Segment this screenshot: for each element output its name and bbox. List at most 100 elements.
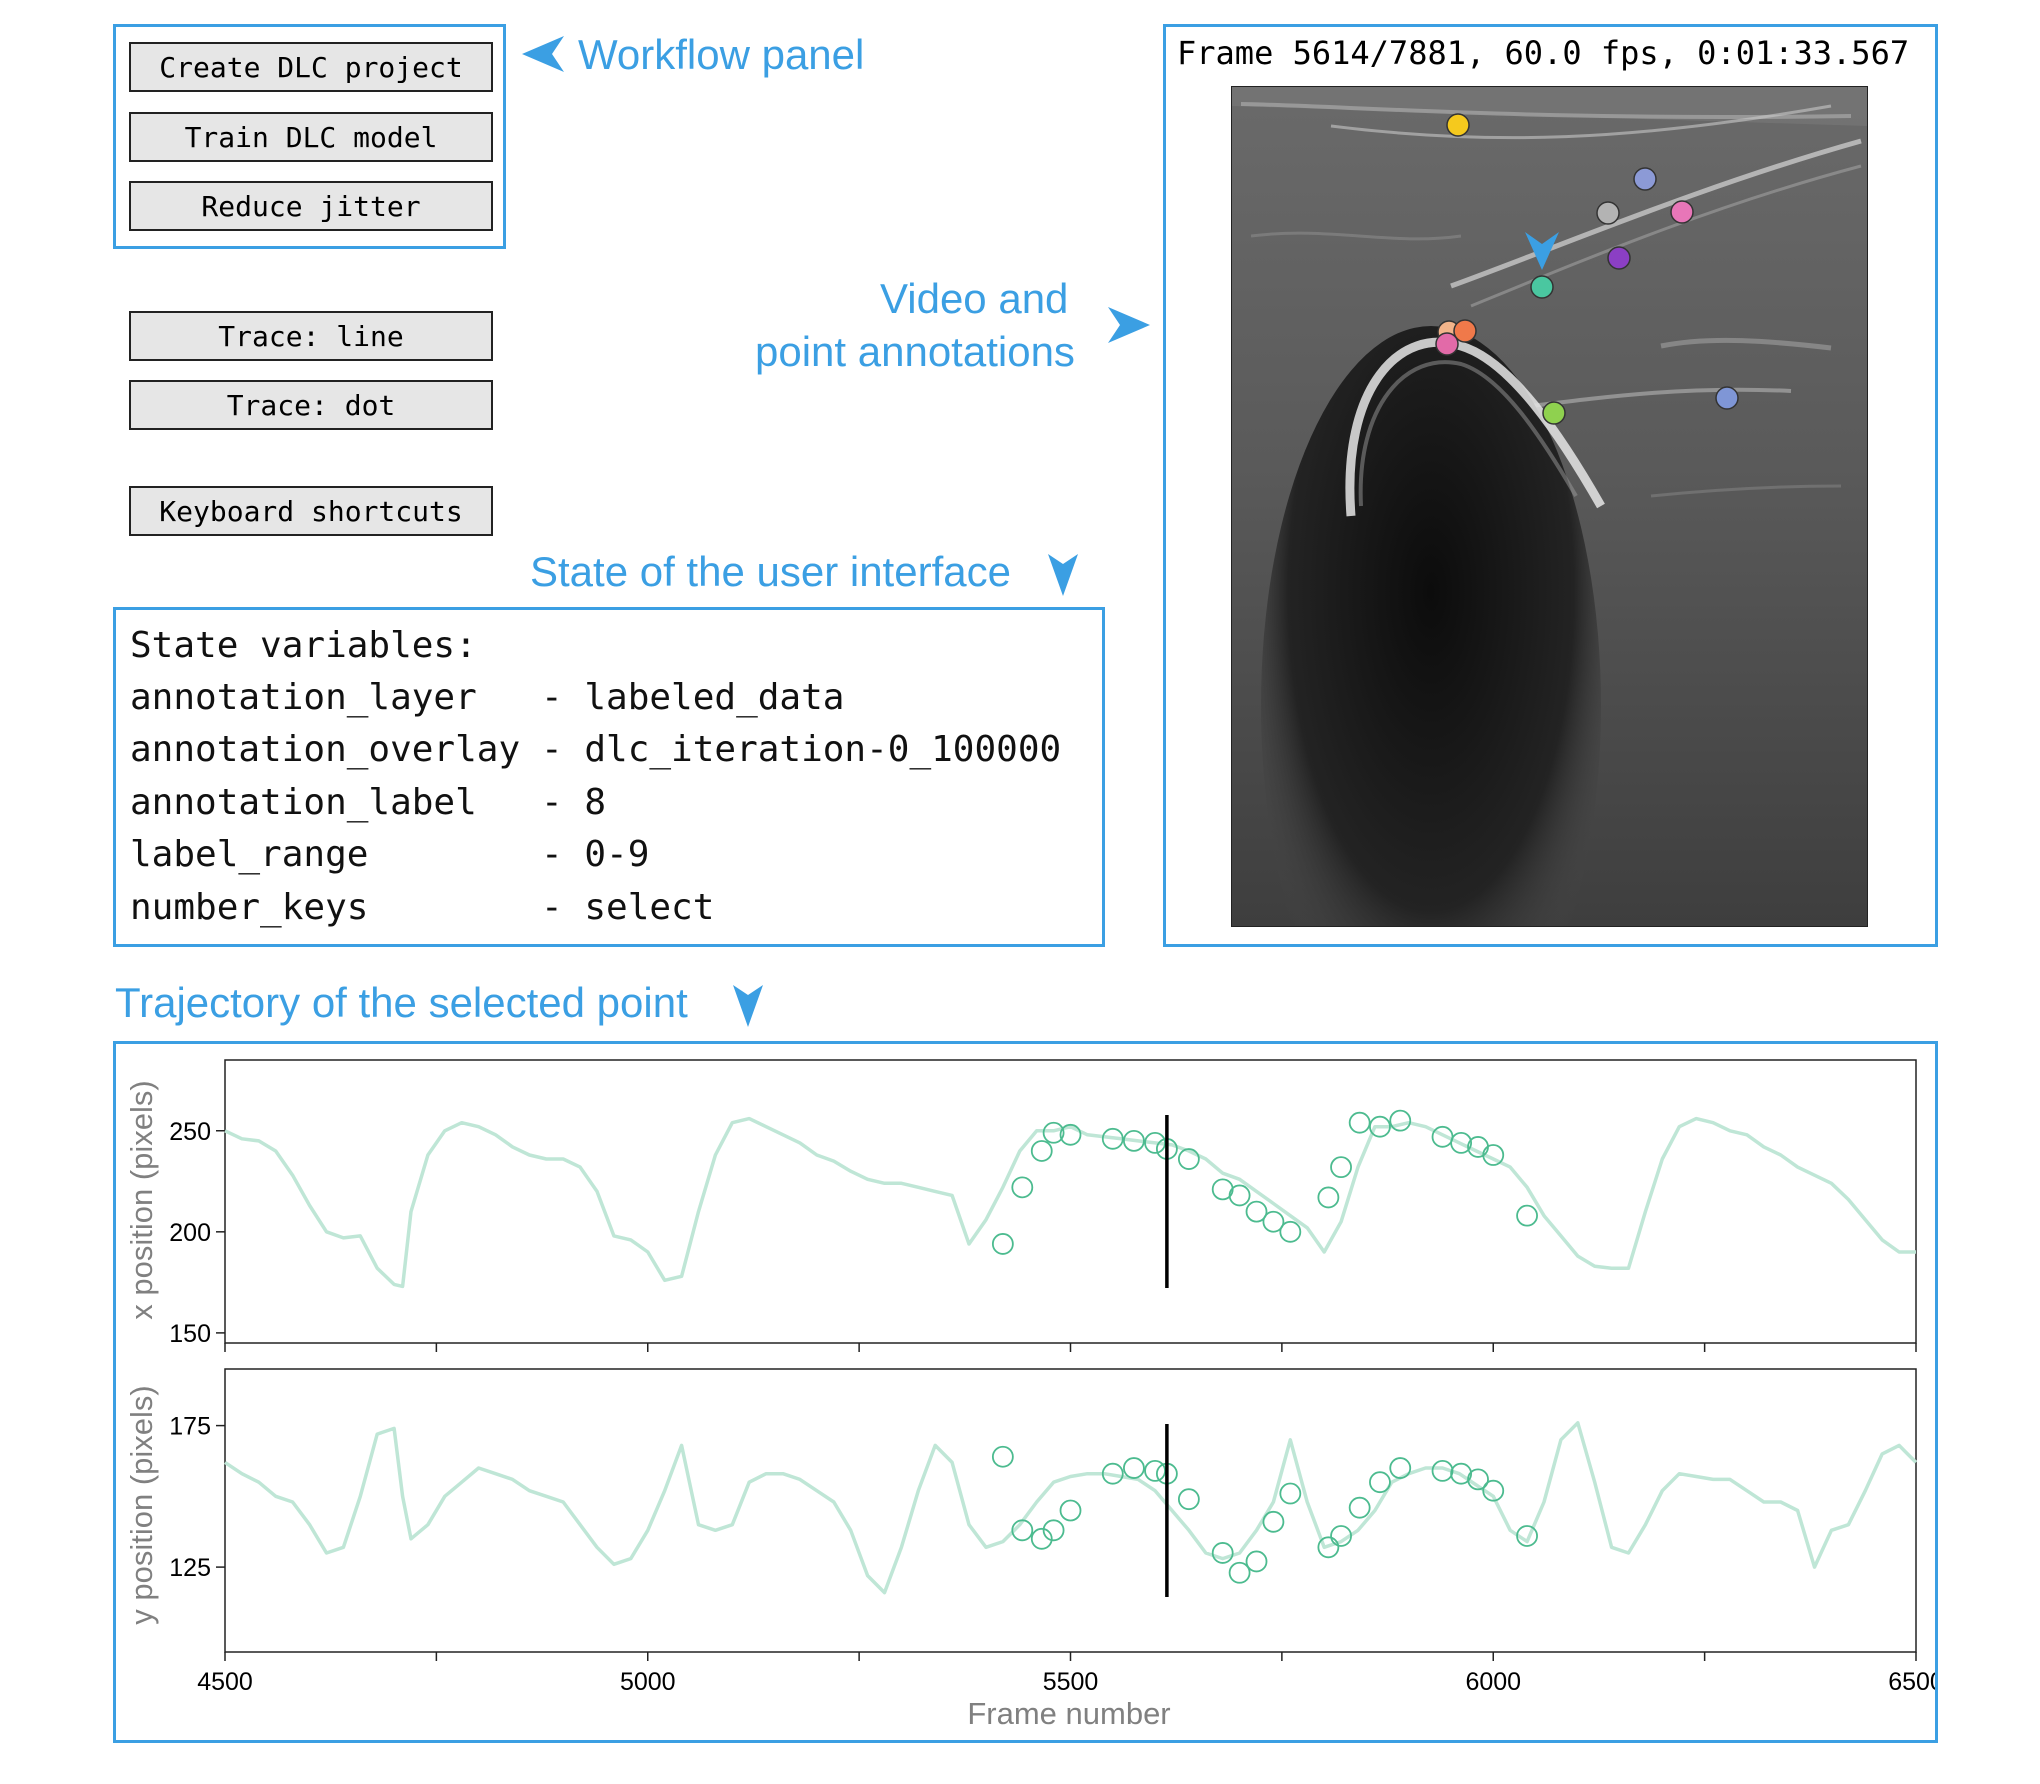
arrow-left-icon bbox=[522, 36, 564, 72]
x-tick-label: 4500 bbox=[197, 1668, 253, 1696]
video-panel-callout-line2: point annotations bbox=[755, 328, 1075, 375]
labeled-point-marker bbox=[1330, 1156, 1352, 1179]
video-frame[interactable] bbox=[1231, 86, 1868, 927]
x-tick-label: 6500 bbox=[1888, 1668, 1935, 1696]
labeled-point-marker bbox=[1030, 1527, 1053, 1550]
labeled-point-marker bbox=[1516, 1525, 1538, 1547]
y-axis-label-top: x position (pixels) bbox=[124, 1080, 159, 1319]
x-axis-label: Frame number bbox=[967, 1696, 1170, 1731]
labeled-point-marker bbox=[1389, 1109, 1412, 1132]
video-panel bbox=[1163, 24, 1938, 947]
state-row-value: - 8 bbox=[541, 782, 607, 823]
trajectory-panel bbox=[113, 1041, 1938, 1743]
labeled-point-marker bbox=[1369, 1471, 1391, 1494]
y-tick-label: 200 bbox=[169, 1219, 211, 1247]
labeled-point-marker bbox=[1011, 1176, 1034, 1199]
labeled-point-marker bbox=[1144, 1459, 1166, 1482]
labeled-point-marker bbox=[1011, 1519, 1034, 1542]
state-row-name: annotation_layer bbox=[130, 677, 521, 718]
create-dlc-project-button[interactable]: Create DLC project bbox=[129, 42, 493, 92]
labeled-point-marker bbox=[1228, 1184, 1251, 1207]
state-row-value: - 0-9 bbox=[541, 834, 650, 875]
trajectory-panel-callout: Trajectory of the selected point bbox=[115, 979, 688, 1026]
labeled-point-marker bbox=[1482, 1144, 1505, 1166]
keypoint-marker[interactable] bbox=[1542, 401, 1566, 425]
y-tick-label: 250 bbox=[169, 1118, 211, 1146]
train-dlc-model-button[interactable]: Train DLC model bbox=[129, 112, 493, 162]
keyboard-shortcuts-button[interactable]: Keyboard shortcuts bbox=[129, 486, 493, 536]
keypoint-marker[interactable] bbox=[1670, 200, 1694, 224]
labeled-point-marker bbox=[1348, 1496, 1371, 1519]
labeled-point-marker bbox=[1101, 1462, 1124, 1485]
labeled-point-marker bbox=[1042, 1519, 1065, 1542]
labeled-point-marker bbox=[1262, 1210, 1285, 1233]
keypoint-marker[interactable] bbox=[1596, 201, 1620, 225]
labeled-point-marker bbox=[1228, 1561, 1251, 1584]
state-row-name: label_range bbox=[130, 834, 521, 875]
arrow-right-icon bbox=[1108, 307, 1150, 343]
keypoint-marker[interactable] bbox=[1453, 319, 1477, 343]
keypoint-marker[interactable] bbox=[1633, 167, 1657, 191]
x-tick-label: 6000 bbox=[1465, 1668, 1521, 1696]
labeled-point-marker bbox=[1330, 1525, 1352, 1547]
labeled-point-marker bbox=[1144, 1131, 1166, 1154]
keypoint-marker[interactable] bbox=[1715, 386, 1739, 410]
labeled-point-marker bbox=[1467, 1468, 1489, 1491]
trace-line-button[interactable]: Trace: line bbox=[129, 311, 493, 361]
labeled-point-marker bbox=[1211, 1542, 1234, 1564]
labeled-point-marker bbox=[1516, 1204, 1538, 1227]
arrow-down-icon bbox=[1048, 554, 1078, 596]
state-row-name: annotation_label bbox=[130, 782, 521, 823]
labeled-point-marker bbox=[1431, 1459, 1454, 1482]
video-panel-callout-line1: Video and bbox=[880, 275, 1069, 322]
x-tick-label: 5500 bbox=[1043, 1668, 1099, 1696]
labeled-point-marker bbox=[1348, 1111, 1371, 1134]
labeled-point-marker bbox=[1059, 1499, 1082, 1522]
trajectory-line bbox=[224, 1421, 1918, 1595]
state-variables-title: State variables: bbox=[130, 625, 477, 666]
keypoint-marker[interactable] bbox=[1607, 246, 1631, 270]
state-row-name: annotation_overlay bbox=[130, 729, 521, 770]
labeled-point-marker bbox=[1245, 1200, 1268, 1223]
labeled-point-marker bbox=[1042, 1121, 1065, 1144]
state-row-value: - labeled_data bbox=[541, 677, 845, 718]
state-panel-callout: State of the user interface bbox=[530, 548, 1011, 595]
labeled-point-marker bbox=[1123, 1457, 1145, 1479]
reduce-jitter-button[interactable]: Reduce jitter bbox=[129, 181, 493, 231]
trace-dot-button[interactable]: Trace: dot bbox=[129, 380, 493, 430]
labeled-point-marker bbox=[1030, 1140, 1053, 1162]
labeled-point-marker bbox=[1369, 1115, 1391, 1138]
labeled-point-marker bbox=[1389, 1457, 1412, 1479]
y-tick-label: 175 bbox=[169, 1413, 211, 1441]
labeled-point-marker bbox=[991, 1233, 1014, 1255]
y-axis-label-bottom: y position (pixels) bbox=[124, 1385, 159, 1624]
labeled-point-marker bbox=[1101, 1127, 1124, 1150]
x-tick-label: 5000 bbox=[620, 1668, 676, 1696]
labeled-point-marker bbox=[1482, 1479, 1505, 1502]
state-row-value: - select bbox=[541, 887, 715, 928]
labeled-point-marker bbox=[1123, 1129, 1145, 1152]
keypoint-marker[interactable] bbox=[1446, 113, 1470, 137]
state-row-name: number_keys bbox=[130, 887, 521, 928]
labeled-point-marker bbox=[1262, 1510, 1285, 1533]
plot-area bbox=[224, 1368, 1917, 1653]
labeled-point-marker bbox=[1279, 1482, 1302, 1505]
labeled-point-marker bbox=[1450, 1131, 1473, 1154]
labeled-point-marker bbox=[1177, 1148, 1200, 1170]
workflow-panel bbox=[113, 24, 506, 249]
selected-point-arrow-icon bbox=[1525, 232, 1559, 270]
workflow-panel-callout: Workflow panel bbox=[578, 31, 865, 78]
y-tick-label: 125 bbox=[169, 1554, 211, 1582]
frame-info: Frame 5614/7881, 60.0 fps, 0:01:33.567 bbox=[1177, 34, 1910, 72]
labeled-point-marker bbox=[1317, 1186, 1340, 1209]
labeled-point-marker bbox=[1177, 1488, 1200, 1511]
labeled-point-marker bbox=[991, 1445, 1014, 1468]
plot-area bbox=[224, 1059, 1917, 1344]
keypoint-marker-selected[interactable] bbox=[1530, 275, 1554, 299]
labeled-point-marker bbox=[1279, 1220, 1302, 1243]
state-panel bbox=[113, 607, 1105, 947]
y-tick-label: 150 bbox=[169, 1320, 211, 1348]
state-row-value: - dlc_iteration-0_100000 bbox=[541, 729, 1062, 770]
keypoint-marker[interactable] bbox=[1435, 332, 1459, 356]
labeled-point-marker bbox=[1317, 1536, 1340, 1559]
